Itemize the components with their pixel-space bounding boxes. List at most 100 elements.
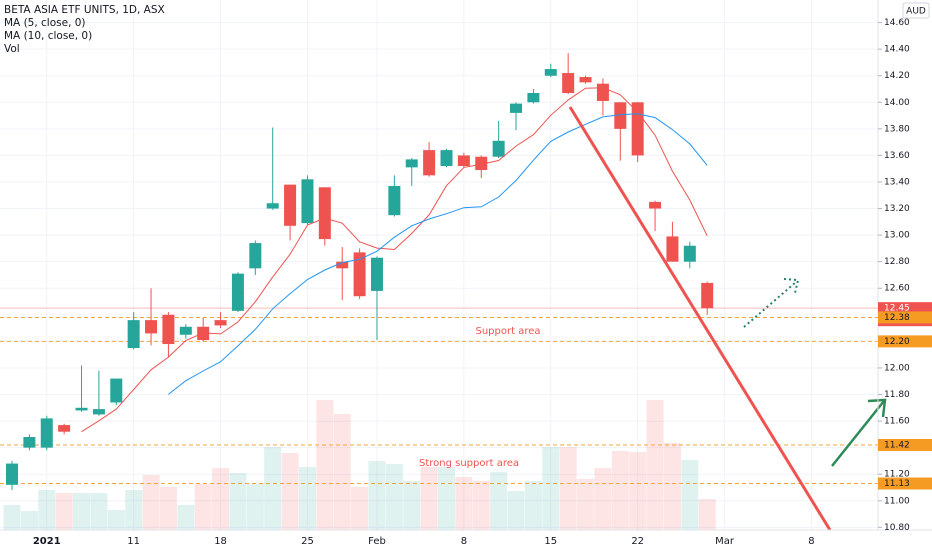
candles [6, 53, 714, 491]
legend-entry: MA (5, close, 0) [4, 17, 86, 29]
x-tick-label: 15 [544, 536, 557, 547]
volume-bar [281, 453, 299, 530]
legend: BETA ASIA ETF UNITS, 1D, ASX MA (5, clos… [4, 4, 165, 55]
volume-bar [142, 475, 160, 530]
y-tick-label: 12.60 [884, 284, 910, 294]
volume-bar [177, 505, 195, 530]
y-tick-label: 11.80 [884, 390, 910, 400]
candle-body [649, 201, 662, 209]
y-tick-label: 13.80 [884, 124, 910, 134]
y-tick-label: 14.40 [884, 45, 910, 55]
candle-body [162, 314, 175, 345]
y-tick-label: 10.80 [884, 523, 910, 533]
x-tick-label: 8 [808, 536, 814, 547]
volume-bar [438, 467, 455, 530]
candle-body [562, 73, 575, 93]
axes: 10.8011.0011.2011.4011.6011.8012.0012.20… [33, 18, 932, 547]
annotation: Strong support area [419, 458, 519, 469]
y-tick-label: 14.60 [884, 18, 910, 28]
levels [0, 307, 878, 485]
candle-body [701, 282, 714, 309]
arrow-head [867, 398, 887, 418]
x-tick-label: 2021 [33, 536, 61, 547]
candle-body [457, 155, 470, 167]
volume-bar [107, 510, 125, 530]
volume-bar [385, 464, 403, 530]
legend-entry: Vol [4, 43, 20, 55]
candle-body [405, 159, 418, 168]
candle-body [127, 320, 140, 349]
candle-body [666, 236, 679, 262]
candle-body [544, 69, 557, 76]
level-label-bg [878, 335, 932, 348]
level-label-bg [878, 438, 932, 451]
y-tick-label: 13.20 [884, 204, 910, 214]
candle-body [75, 407, 88, 411]
candle-body [318, 187, 331, 240]
candle-body [110, 378, 123, 403]
x-tick-label: Mar [715, 536, 735, 547]
volume-bar [194, 484, 212, 530]
volume-bar [403, 481, 421, 530]
volume-bar [368, 461, 386, 530]
candle-body [249, 243, 262, 269]
volume-bar [420, 467, 438, 530]
y-tick-label: 11.60 [884, 417, 910, 427]
candle-body [683, 245, 696, 262]
volume-bar [125, 490, 143, 530]
currency: AUD [906, 7, 926, 17]
candle-body [353, 252, 366, 297]
volume-pane [3, 400, 716, 530]
candle-body [388, 185, 401, 216]
level-label: 11.13 [884, 479, 910, 489]
y-tick-label: 11.00 [884, 496, 910, 506]
annotation: Support area [475, 326, 540, 337]
candle-body [370, 257, 383, 291]
candle-body [423, 150, 436, 176]
x-tick-label: 11 [127, 536, 140, 547]
volume-bar [577, 479, 595, 530]
volume-bar [681, 460, 699, 530]
moving-average [168, 113, 708, 395]
y-tick-label: 12.80 [884, 257, 910, 267]
candle-body [510, 103, 523, 113]
candle-body [284, 184, 297, 226]
candle-body [92, 409, 105, 415]
x-tick-label: 22 [631, 536, 644, 547]
volume-bar [594, 468, 612, 530]
candle-body [475, 156, 488, 171]
candle-body [40, 418, 53, 448]
candle-body [579, 77, 592, 83]
candle-body [527, 92, 540, 103]
volume-bar [38, 490, 56, 530]
moving-averages [81, 87, 708, 433]
trend-line [568, 106, 832, 531]
candle-body [336, 261, 349, 269]
arrow [831, 400, 885, 467]
y-tick-label: 13.60 [884, 151, 910, 161]
candle-body [58, 425, 71, 432]
x-tick-label: Feb [368, 536, 386, 547]
candle-body [145, 320, 158, 334]
volume-bar [333, 414, 351, 530]
level-label: 12.20 [884, 337, 910, 347]
volume-bar [212, 468, 230, 530]
candle-body [214, 320, 227, 326]
y-tick-label: 11.20 [884, 470, 910, 480]
x-tick-label: 8 [461, 536, 467, 547]
legend-entry: MA (10, close, 0) [4, 30, 92, 42]
volume-bar [159, 487, 177, 530]
currency-box [902, 2, 930, 19]
candle-body [596, 83, 609, 101]
y-tick-label: 14.20 [884, 71, 910, 81]
volume-bar [316, 400, 334, 530]
volume-bar [524, 481, 542, 530]
volume-bar [73, 493, 91, 530]
candle-body [23, 437, 36, 448]
volume-bar [629, 452, 647, 530]
volume-bar [90, 493, 108, 530]
moving-average [81, 87, 708, 433]
candle-body [6, 463, 18, 485]
